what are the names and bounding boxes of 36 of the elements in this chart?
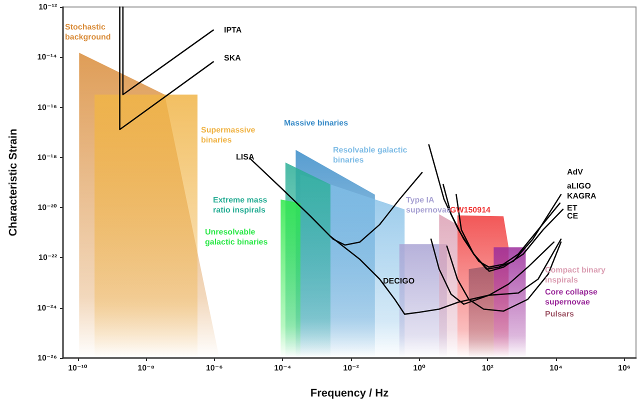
annotation: Core collapse supernovae: [545, 288, 598, 306]
y-tick-label: 10⁻¹⁶: [38, 102, 58, 112]
annotation: Pulsars: [545, 310, 574, 318]
annotation: Stochastic background: [65, 22, 111, 42]
annotation: SKA: [224, 54, 242, 62]
y-tick-label: 10⁻²²: [38, 253, 58, 262]
annotation: Supermassive binaries: [201, 126, 256, 144]
y-tick-label: 10⁻¹⁸: [37, 152, 58, 162]
annotation: Unresolvable galactic binaries: [205, 228, 268, 246]
y-tick-label: 10⁻¹⁴: [37, 52, 58, 62]
annotation: aLIGO: [567, 182, 592, 190]
x-tick-label: 10²: [482, 364, 494, 372]
y-tick-label: 10⁻²⁴: [37, 303, 58, 312]
x-tick-label: 10⁻⁶: [206, 364, 224, 372]
y-tick-label: 10⁻²⁰: [38, 203, 58, 212]
y-tick-label: 10⁻¹²: [38, 2, 58, 12]
annotation: KAGRA: [567, 192, 597, 200]
annotation: CE: [567, 212, 579, 220]
annotation: Resolvable galactic binaries: [333, 146, 408, 164]
annotation: Extreme mass ratio inspirals: [213, 196, 268, 214]
x-axis-title: Frequency / Hz: [310, 388, 390, 400]
x-tick-label: 10⁻⁸: [138, 364, 155, 372]
annotation: IPTA: [224, 26, 242, 34]
x-tick-label: 10⁴: [550, 364, 562, 372]
x-tick-label: 10⁻²: [343, 364, 360, 372]
annotation: Massive binaries: [284, 118, 349, 128]
annotation: LISA: [236, 152, 254, 162]
annotation: AdV: [567, 168, 584, 176]
x-tick-label: 10⁻⁴: [274, 364, 292, 372]
annotation: DECIGO: [383, 276, 415, 286]
x-tick-label: 10⁻¹⁰: [68, 364, 88, 372]
y-tick-label: 10⁻²⁶: [38, 354, 58, 362]
annotation: ET: [567, 204, 578, 212]
x-tick-label: 10⁶: [618, 364, 631, 372]
y-axis-title: Characteristic Strain: [8, 128, 20, 236]
x-tick-label: 10⁰: [413, 364, 426, 372]
